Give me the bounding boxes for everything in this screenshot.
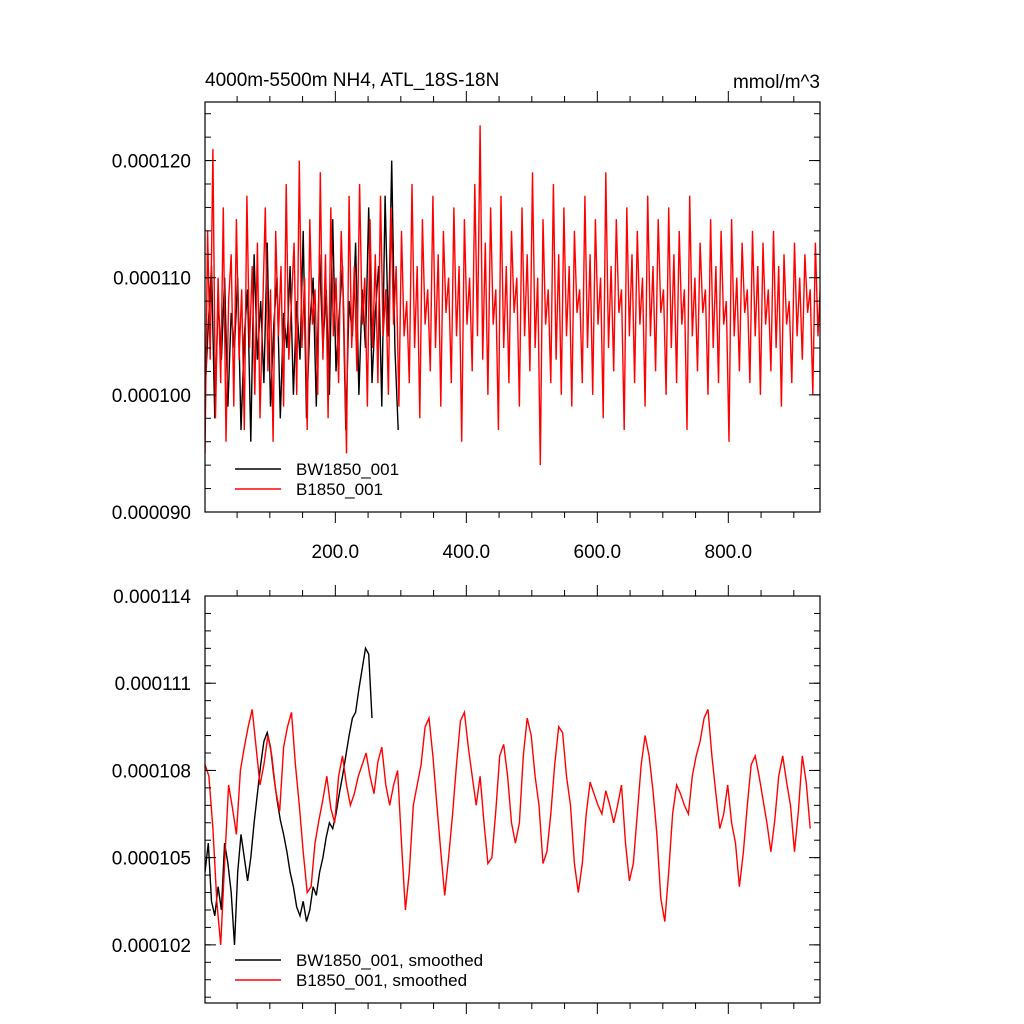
series-line-2-2 (205, 709, 811, 945)
chart-title: 4000m-5500m NH4, ATL_18S-18N (205, 70, 499, 91)
y-tick-label: 0.000111 (115, 674, 191, 695)
x-tick-label: 600.0 (574, 542, 622, 563)
plot-frame-2 (204, 595, 821, 1004)
x-tick-label: 200.0 (312, 542, 360, 563)
y-tick-label: 0.000110 (113, 269, 191, 290)
x-tick-label: 400.0 (443, 542, 491, 563)
x-tick-label: 800.0 (705, 542, 753, 563)
chart-units: mmol/m^3 (733, 72, 820, 93)
y-tick-label: 0.000114 (113, 587, 191, 608)
y-tick-label: 0.000120 (112, 152, 191, 173)
series-line-1-2 (205, 125, 820, 466)
legend-label: B1850_001, smoothed (296, 971, 467, 990)
plot-frame-1 (204, 101, 821, 513)
legend-label: BW1850_001, smoothed (296, 951, 483, 970)
y-tick-label: 0.000090 (112, 503, 191, 524)
legend-label: B1850_001 (296, 480, 383, 499)
y-tick-label: 0.000102 (112, 936, 191, 957)
y-tick-label: 0.000105 (112, 849, 191, 870)
legend-label: BW1850_001 (296, 460, 399, 479)
y-tick-label: 0.000100 (112, 386, 191, 407)
y-tick-label: 0.000108 (112, 761, 191, 782)
